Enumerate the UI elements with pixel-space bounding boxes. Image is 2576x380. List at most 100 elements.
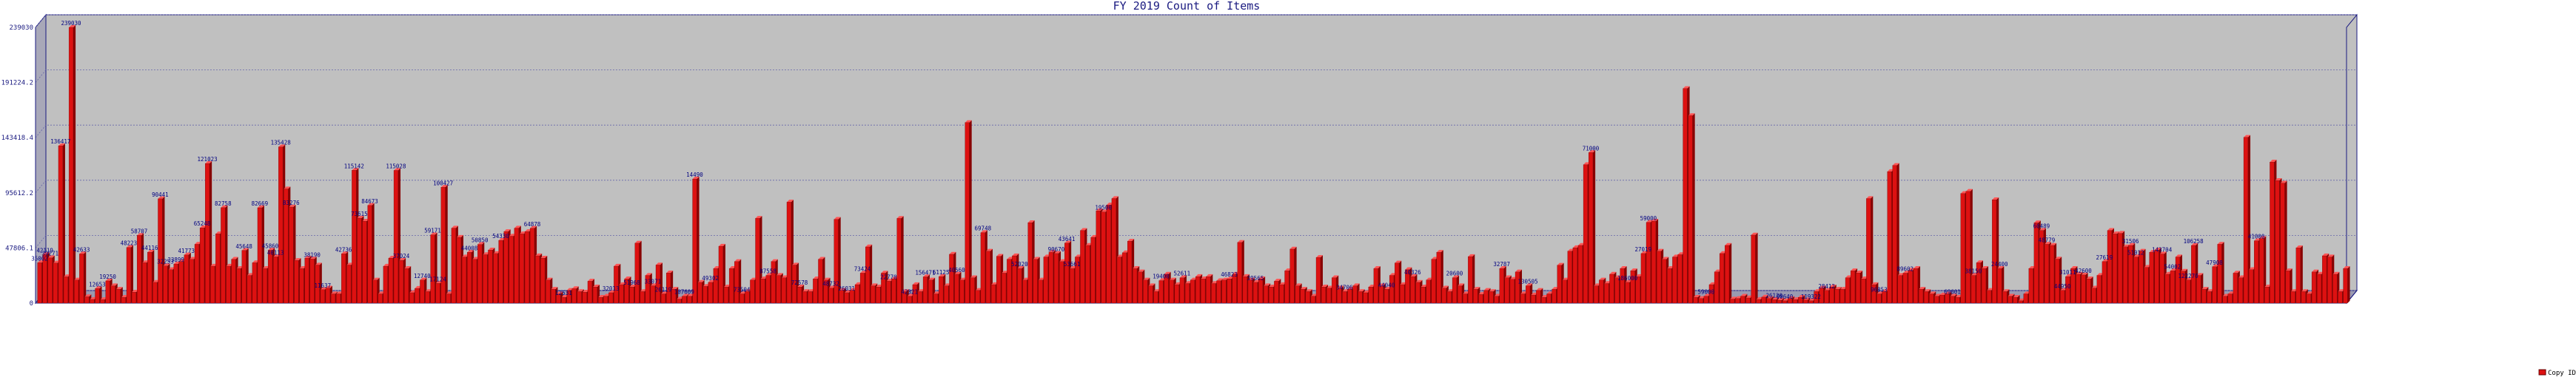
bar-top: [2008, 294, 2015, 296]
bar-top: [178, 259, 186, 262]
bar-top: [965, 120, 972, 123]
bar: [142, 262, 147, 304]
bar: [1457, 285, 1463, 304]
bar: [1101, 211, 1106, 304]
bar-top: [226, 263, 233, 267]
bar: [178, 261, 184, 304]
bar-top: [896, 216, 904, 219]
bar: [1237, 242, 1242, 304]
bar: [1305, 291, 1310, 304]
bar: [1048, 252, 1053, 304]
bar: [1017, 268, 1022, 304]
value-label: 48732: [822, 281, 839, 288]
bar-top: [1405, 267, 1412, 270]
value-label: 64878: [524, 221, 541, 228]
bar: [723, 287, 728, 304]
bar-top: [1441, 285, 1449, 288]
value-label: 73615: [351, 211, 368, 217]
bar: [2039, 230, 2044, 304]
bar-top: [1520, 291, 1528, 294]
bar: [2107, 230, 2112, 304]
bar: [430, 234, 435, 304]
value-label: 40326: [1404, 269, 1421, 276]
bar: [896, 218, 902, 304]
bar: [1992, 200, 1997, 304]
bar-top: [1085, 242, 1093, 245]
bar: [472, 259, 477, 304]
bar: [1022, 279, 1027, 304]
bar-top: [47, 255, 55, 258]
bar-top: [634, 240, 642, 243]
bar: [546, 279, 551, 304]
bar-top: [341, 251, 349, 254]
bar-top: [1048, 250, 1056, 253]
bar: [802, 291, 808, 304]
bar-top: [1473, 287, 1480, 290]
bar: [796, 287, 802, 304]
bar: [1415, 282, 1421, 304]
bar: [970, 277, 975, 304]
bar-top: [268, 248, 275, 251]
bar: [336, 294, 341, 304]
bar: [1337, 288, 1342, 304]
bar-top: [1819, 285, 1826, 288]
bar-side: [2300, 245, 2303, 303]
bar-side: [130, 245, 133, 303]
bar-top: [184, 252, 191, 255]
bar-top: [1594, 283, 1601, 286]
bar: [1688, 115, 1693, 304]
bar: [1572, 247, 1577, 304]
bar-top: [2249, 267, 2256, 270]
bar-top: [1038, 277, 1045, 280]
value-label: 54330: [492, 233, 509, 240]
bar: [1546, 294, 1552, 304]
bar: [2264, 287, 2270, 304]
bar-top: [1515, 269, 1523, 272]
bar: [1594, 285, 1599, 304]
bar-top: [142, 260, 150, 263]
bar-top: [95, 286, 102, 289]
bar-top: [1614, 275, 1622, 278]
bar: [1708, 284, 1714, 304]
bar-top: [912, 282, 919, 285]
bar: [1116, 257, 1121, 304]
bar: [1121, 252, 1127, 304]
bar: [1269, 287, 1274, 304]
bar-top: [656, 262, 663, 265]
bar: [865, 246, 871, 304]
bar-top: [415, 285, 422, 289]
bar: [221, 207, 226, 304]
bar-top: [1106, 203, 1113, 206]
bar-top: [551, 287, 558, 290]
bar: [1295, 285, 1300, 304]
bar-top: [776, 273, 783, 276]
bar: [1070, 268, 1075, 304]
bar: [74, 279, 79, 304]
bar-side: [73, 24, 76, 304]
bar-top: [1373, 266, 1381, 269]
bar-top: [1368, 284, 1375, 288]
bar: [1201, 279, 1206, 304]
bar-top: [132, 289, 139, 293]
bar-top: [765, 273, 773, 276]
bar: [2217, 244, 2222, 304]
bar-top: [1751, 232, 1758, 235]
bar-top: [1536, 288, 1543, 291]
bar: [1960, 193, 1965, 304]
bar-top: [1289, 246, 1297, 249]
bar: [205, 163, 210, 304]
bar: [121, 297, 126, 304]
bar: [1520, 294, 1526, 304]
bar: [1861, 279, 1866, 304]
bar-top: [540, 255, 548, 259]
bar: [1446, 291, 1452, 304]
bar: [608, 292, 614, 304]
value-label: 39565: [1247, 275, 1264, 282]
bar: [1358, 291, 1363, 304]
value-label: 14490: [686, 172, 703, 178]
bar: [2023, 294, 2028, 304]
bar: [655, 265, 660, 304]
bar-top: [294, 258, 301, 261]
bar: [2322, 255, 2327, 304]
bar-top: [608, 290, 616, 293]
